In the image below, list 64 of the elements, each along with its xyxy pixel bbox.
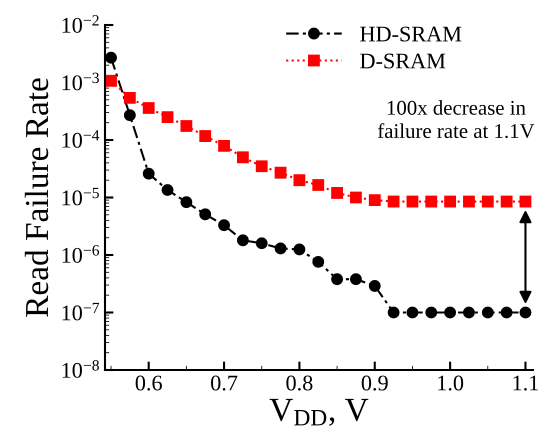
y-tick-label: 10$^{−7}$ [62, 302, 100, 320]
point [199, 130, 212, 142]
x-axis-title: V$_{DD}$, V [270, 398, 368, 426]
point [124, 109, 136, 122]
annotation: 100x decrease in failure rate at 1.1V [378, 100, 534, 138]
point [294, 244, 306, 256]
point [218, 140, 230, 152]
x-tick-label: 0.9 [362, 376, 388, 391]
point [500, 196, 513, 208]
x-tick-label: 0.6 [136, 376, 162, 391]
point [388, 306, 400, 318]
point [482, 306, 494, 318]
y-tick-label: 10$^{−2}$ [62, 15, 99, 33]
point [124, 92, 136, 104]
point [274, 166, 286, 179]
x-tick-label: 0.8 [286, 376, 312, 391]
point [444, 196, 456, 208]
point [331, 187, 343, 199]
point [162, 111, 174, 124]
point [350, 273, 362, 286]
legend-label: HD-SRAM [360, 26, 462, 42]
point [294, 174, 306, 186]
point [142, 102, 155, 114]
x-tick-label: 1.0 [438, 376, 464, 391]
point [444, 306, 456, 318]
point [350, 192, 362, 204]
point [331, 273, 343, 286]
y-tick-label: 10$^{−5}$ [62, 188, 99, 206]
point [425, 306, 438, 318]
point [425, 196, 438, 208]
point [500, 306, 513, 318]
y-tick-label: 10$^{−8}$ [62, 360, 99, 378]
point [368, 194, 381, 206]
point [463, 306, 475, 318]
point [312, 256, 324, 268]
y-tick-label: 10$^{−6}$ [62, 245, 100, 263]
point [142, 168, 155, 180]
point [180, 196, 192, 208]
point [388, 196, 400, 208]
x-tick-label: 1.1 [514, 376, 538, 391]
y-axis-title: Read Failure Rate [24, 78, 48, 317]
x-tick-label: 0.7 [211, 376, 238, 391]
point [463, 196, 475, 208]
point [105, 74, 117, 87]
point [368, 280, 381, 292]
point [312, 179, 324, 191]
y-tick-label: 10$^{−4}$ [62, 130, 100, 148]
point [199, 208, 212, 220]
point [256, 160, 268, 172]
point [162, 184, 174, 196]
point [482, 196, 494, 208]
point [236, 151, 249, 164]
point [105, 52, 117, 64]
point [520, 196, 532, 208]
point [406, 196, 418, 208]
point [520, 306, 532, 318]
y-tick-label: 10$^{−3}$ [62, 72, 99, 90]
legend-label: D-SRAM [360, 54, 446, 68]
point [180, 120, 192, 132]
point [274, 242, 286, 254]
point [218, 219, 230, 232]
point [406, 306, 418, 318]
point [236, 234, 249, 246]
point [256, 237, 268, 250]
